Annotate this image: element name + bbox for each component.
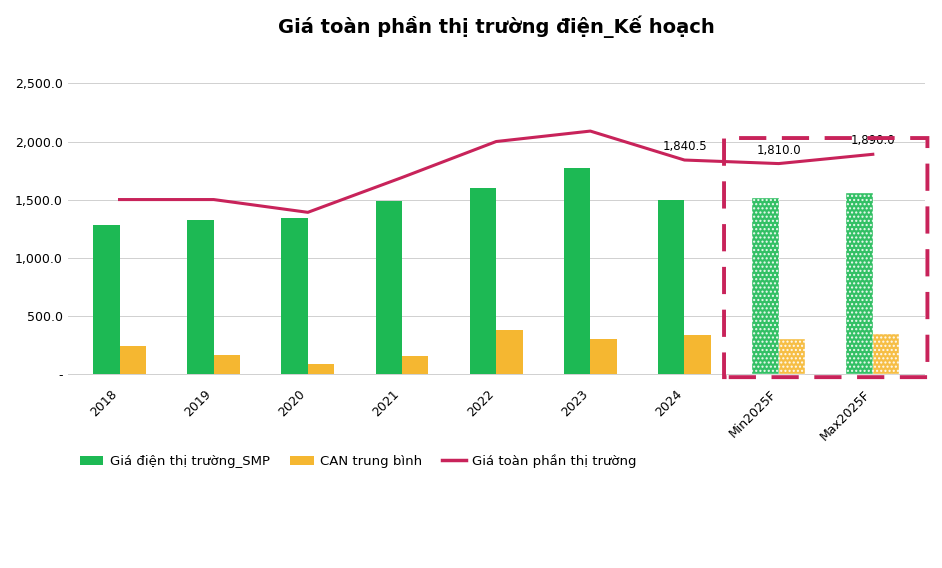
Bar bbox=[591, 339, 617, 374]
Bar bbox=[470, 188, 496, 374]
Bar bbox=[214, 355, 240, 374]
Bar bbox=[496, 329, 523, 374]
Text: 1,810.0: 1,810.0 bbox=[756, 144, 801, 157]
Bar bbox=[779, 340, 805, 374]
Bar bbox=[120, 346, 146, 374]
Bar bbox=[847, 193, 873, 374]
Legend: Giá điện thị trường_SMP, CAN trung bình, Giá toàn phần thị trường: Giá điện thị trường_SMP, CAN trung bình,… bbox=[74, 449, 642, 473]
Bar bbox=[187, 220, 214, 374]
Bar bbox=[658, 199, 685, 374]
Bar bbox=[308, 364, 334, 374]
Bar bbox=[753, 198, 779, 374]
Text: 1,840.5: 1,840.5 bbox=[662, 140, 706, 153]
Bar bbox=[564, 168, 591, 374]
Bar bbox=[685, 335, 711, 374]
Bar bbox=[376, 201, 402, 374]
Bar bbox=[873, 334, 900, 374]
Bar bbox=[282, 218, 308, 374]
Bar bbox=[93, 225, 120, 374]
Bar bbox=[402, 356, 429, 374]
Title: Giá toàn phần thị trường điện_Kế hoạch: Giá toàn phần thị trường điện_Kế hoạch bbox=[278, 15, 715, 37]
Text: 1,890.0: 1,890.0 bbox=[851, 134, 895, 147]
